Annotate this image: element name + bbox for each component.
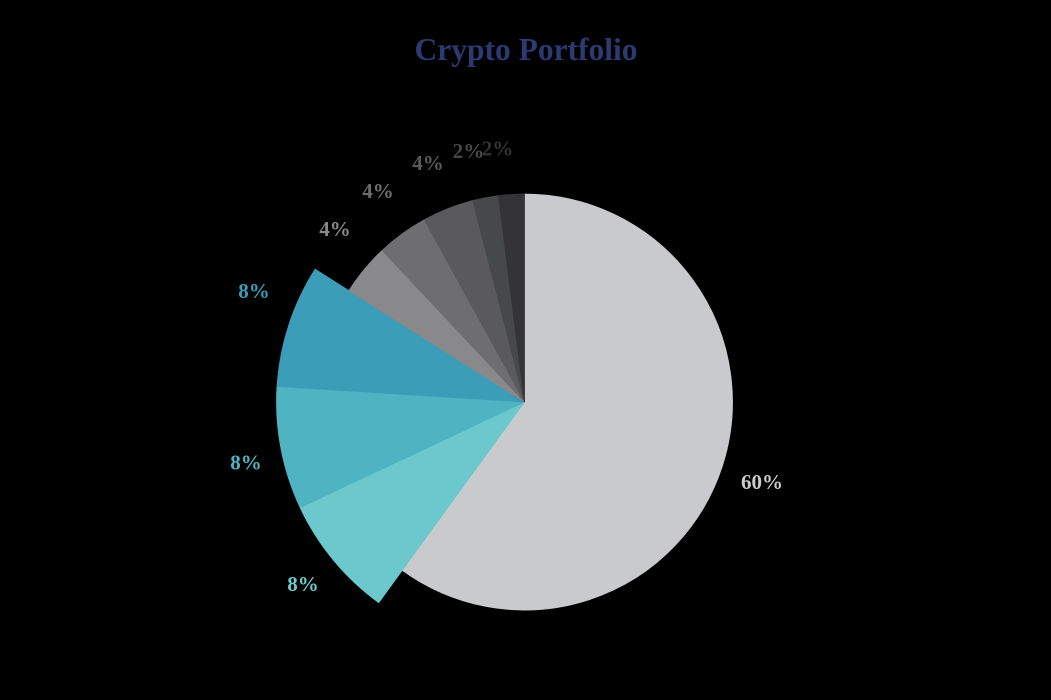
pie-slice-label-0: 60%: [741, 470, 783, 494]
pie-slice-label-1: 8%: [287, 572, 319, 596]
pie-slice-label-3: 8%: [238, 279, 270, 303]
pie-slice-2pct-8[interactable]: [497, 193, 525, 403]
pie-slice-label-6: 4%: [412, 151, 444, 175]
pie-slice-label-8: 2%: [482, 136, 514, 160]
pie-slice-8pct-3[interactable]: [276, 268, 525, 403]
pie-slice-label-4: 4%: [319, 217, 351, 241]
pie-slice-8pct-1[interactable]: [299, 401, 525, 604]
pie-slice-8pct-2[interactable]: [276, 386, 525, 509]
pie-slice-label-7: 2%: [453, 139, 485, 163]
pie-slice-label-2: 8%: [230, 450, 262, 474]
pie-slice-label-5: 4%: [362, 179, 394, 203]
pie-slice-60pct-0[interactable]: [401, 193, 733, 611]
chart-title: Crypto Portfolio: [414, 32, 638, 67]
